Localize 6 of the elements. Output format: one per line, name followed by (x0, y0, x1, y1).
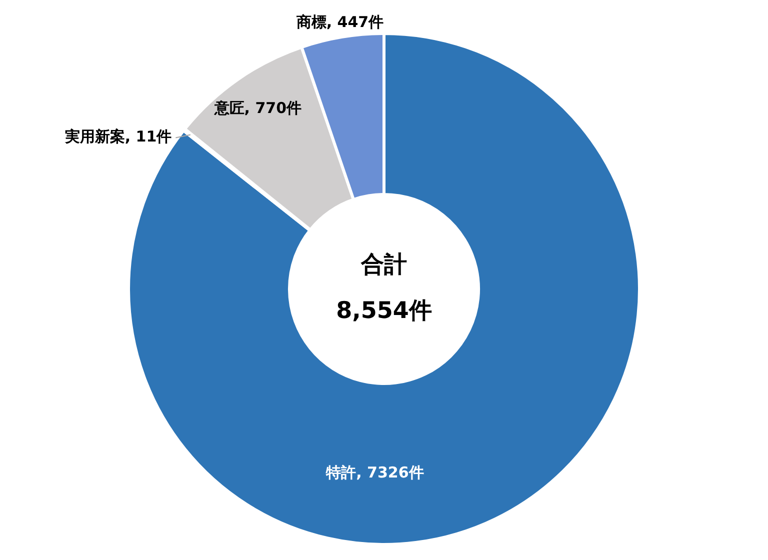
slice-label: 商標, 447件 (295, 13, 384, 32)
slice-label: 特許, 7326件 (325, 464, 424, 482)
slice-label: 意匠, 770件 (213, 98, 302, 117)
text: 8,554件 (336, 298, 432, 324)
text: 合計 (360, 252, 407, 278)
slice-label: 実用新案, 11件 (64, 128, 172, 146)
